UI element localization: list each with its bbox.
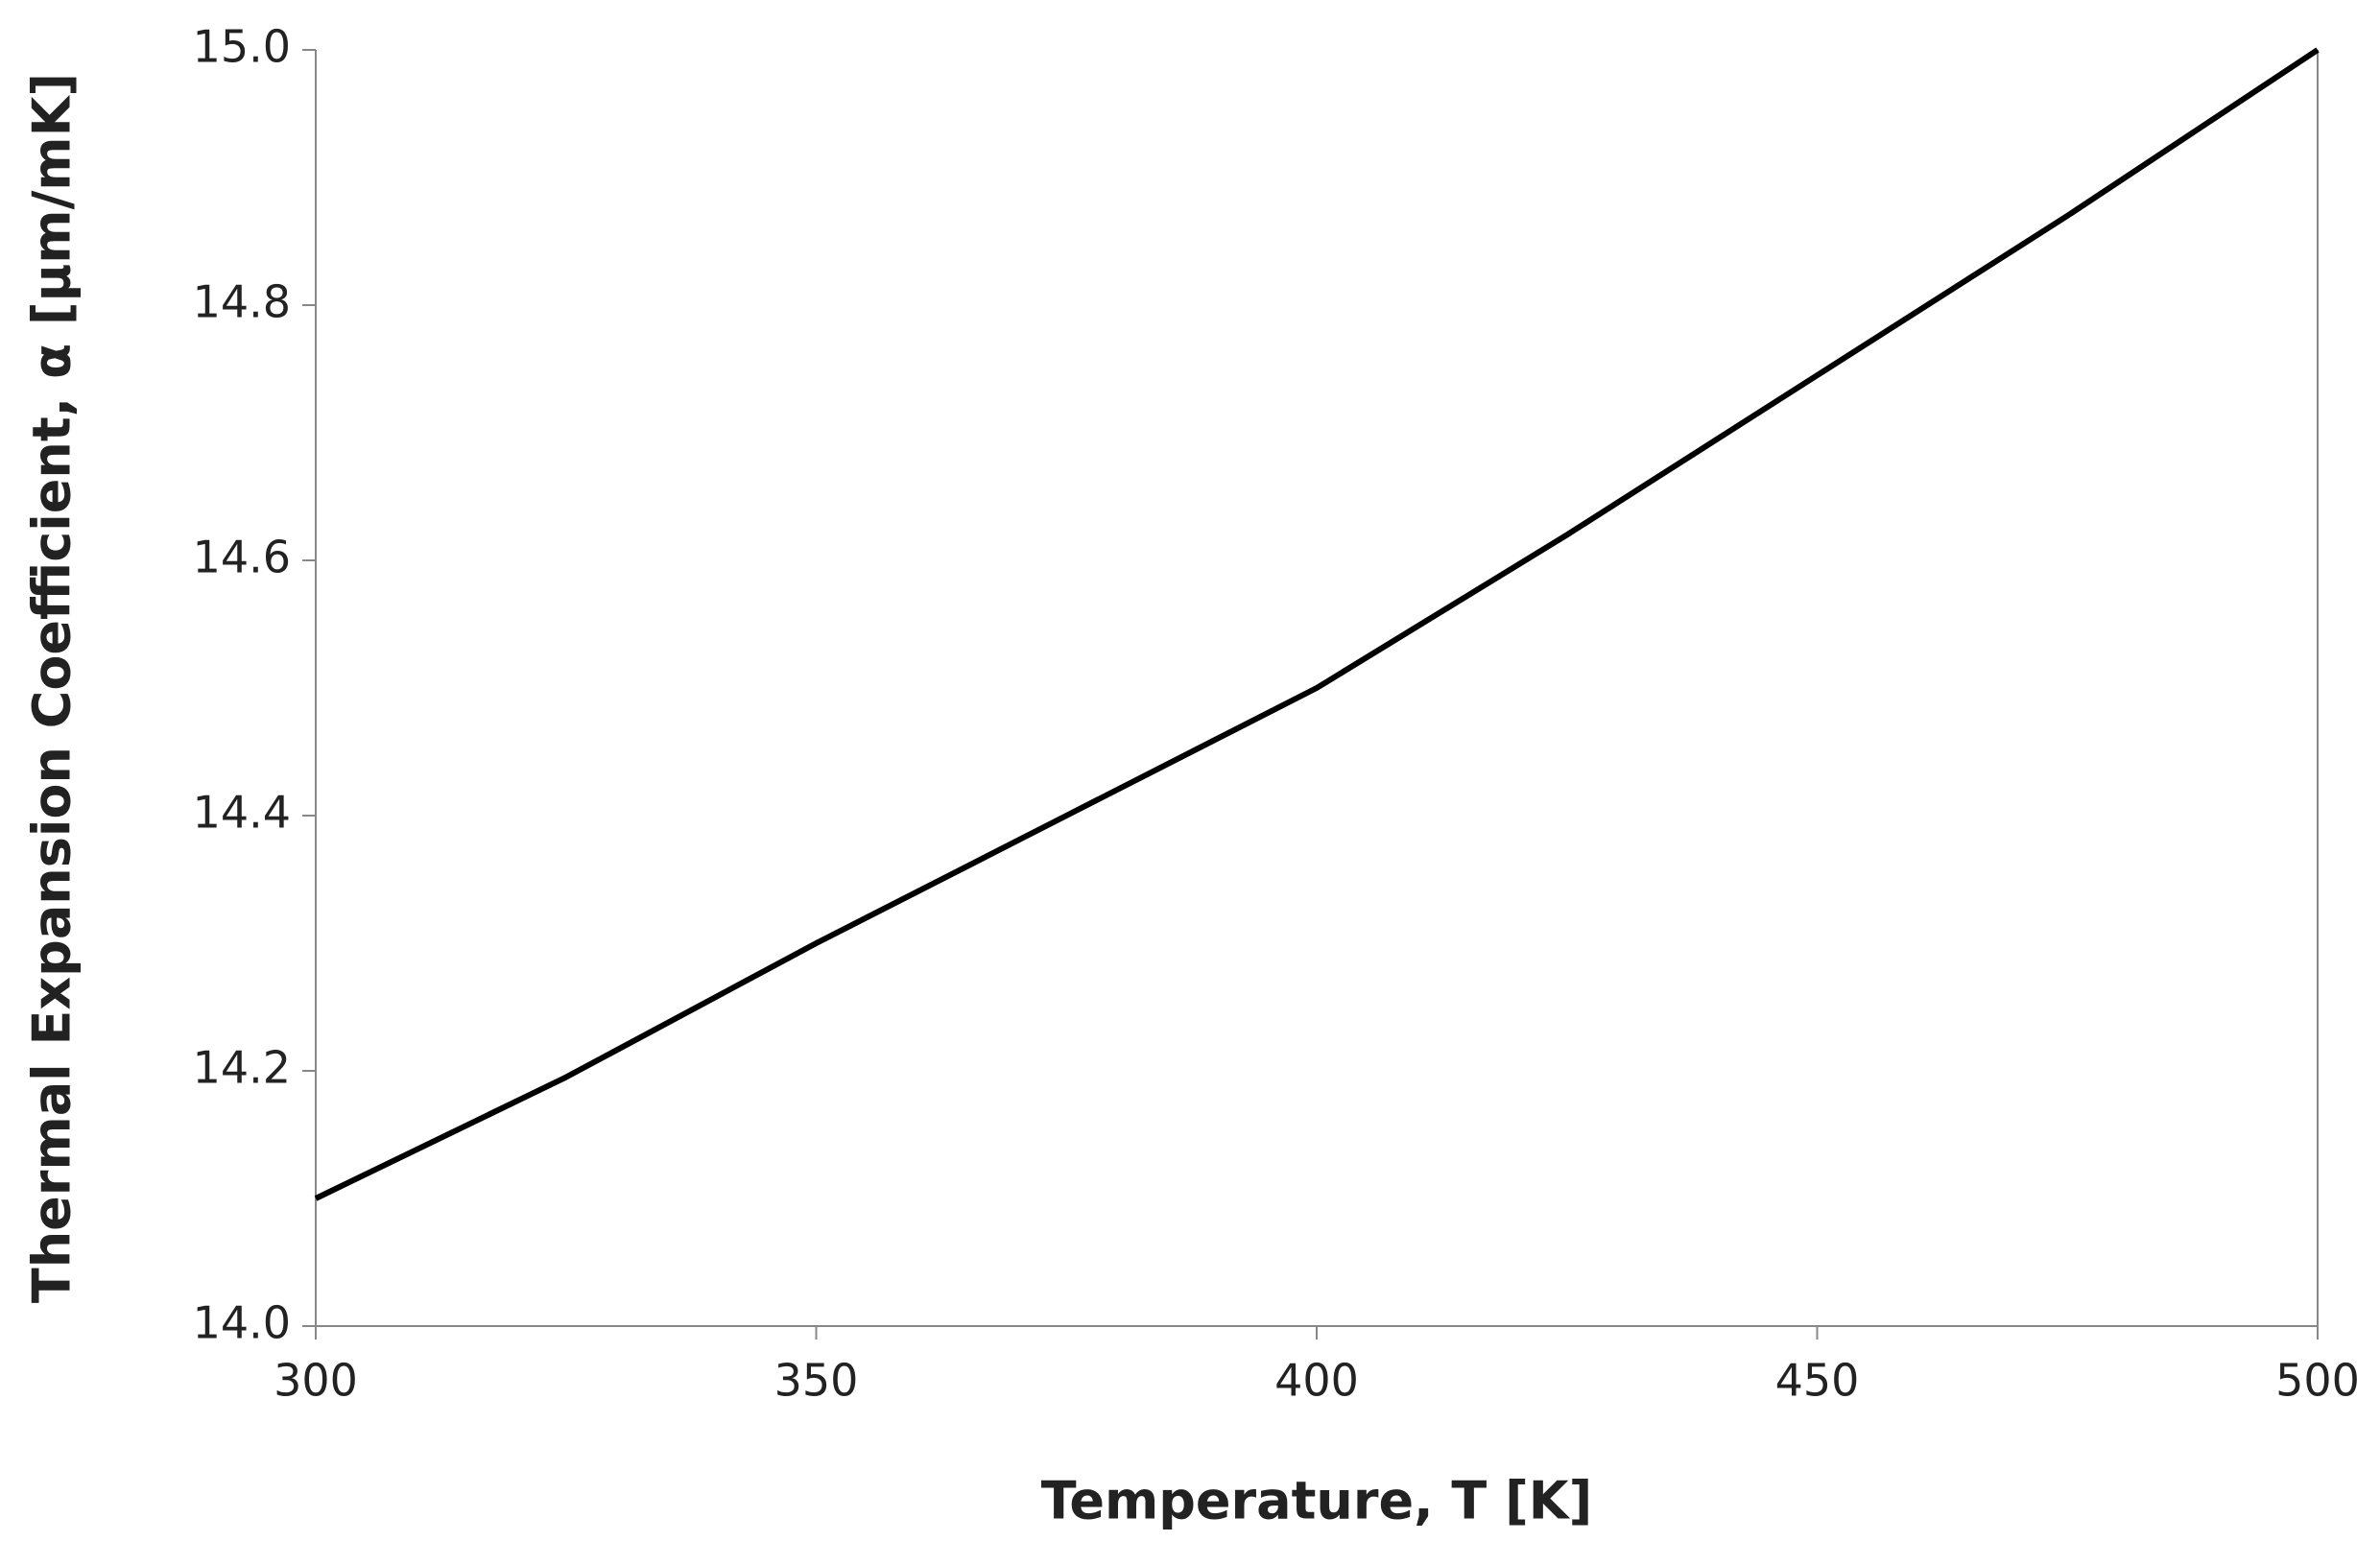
y-tick-label: 14.0 [193,1297,291,1349]
y-axis-title: Thermal Expansion Coefficient, α [μm/mK] [22,73,83,1303]
y-tick-label: 14.2 [193,1042,291,1094]
y-tick-label: 14.6 [193,532,291,583]
x-axis-title: Temperature, T [K] [1041,1471,1593,1531]
x-tick-label: 400 [1274,1355,1359,1407]
y-tick-label: 14.8 [193,276,291,328]
y-tick-label: 15.0 [193,21,291,73]
y-tick-label: 14.4 [193,787,291,839]
x-tick-label: 350 [774,1355,859,1407]
series-line [314,47,2320,1201]
x-tick-label: 500 [2275,1355,2360,1407]
x-tick-label: 450 [1775,1355,1860,1407]
x-tick-label: 300 [274,1355,358,1407]
